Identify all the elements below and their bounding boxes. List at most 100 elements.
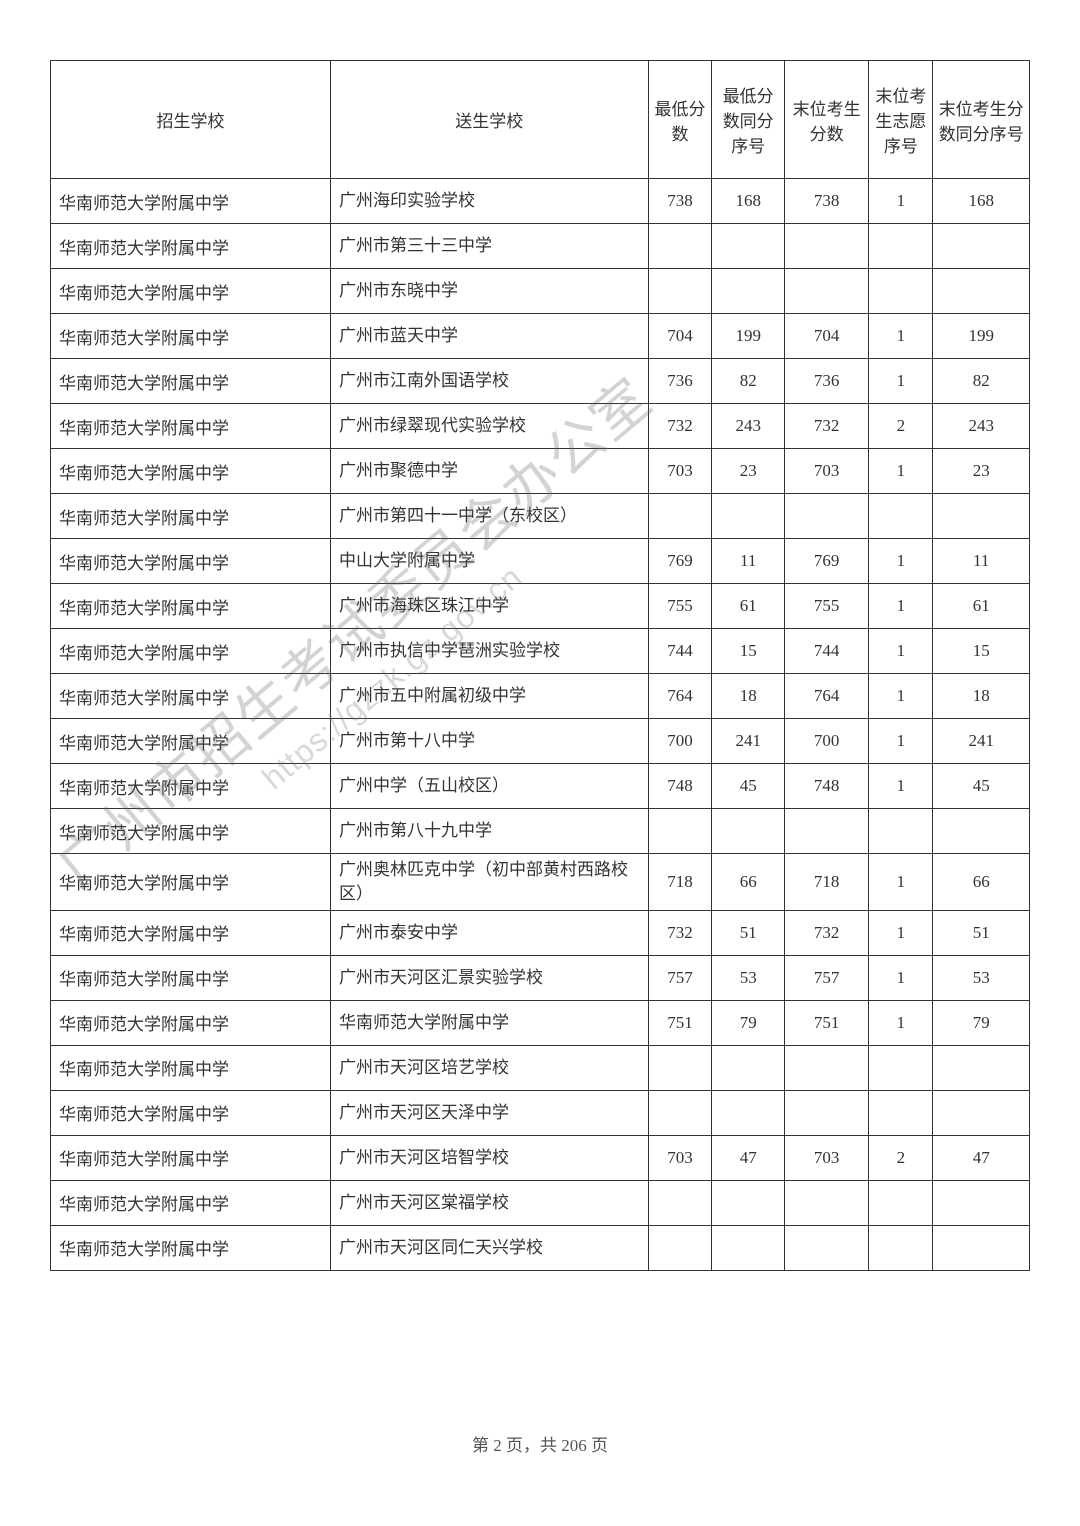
cell-value: 79	[933, 1000, 1030, 1045]
col-header-minscore: 最低分数	[648, 61, 712, 179]
cell-send-school: 广州市聚德中学	[331, 449, 648, 494]
cell-value: 732	[784, 910, 869, 955]
cell-value	[869, 1180, 933, 1225]
cell-value: 744	[648, 629, 712, 674]
cell-value: 751	[648, 1000, 712, 1045]
cell-value	[869, 1090, 933, 1135]
cell-value: 51	[933, 910, 1030, 955]
cell-value	[784, 1090, 869, 1135]
table-row: 华南师范大学附属中学广州市执信中学琶洲实验学校74415744115	[51, 629, 1030, 674]
cell-value	[712, 224, 784, 269]
cell-value: 241	[712, 719, 784, 764]
cell-value	[869, 1225, 933, 1270]
cell-value: 241	[933, 719, 1030, 764]
cell-send-school: 广州市海珠区珠江中学	[331, 584, 648, 629]
cell-enroll-school: 华南师范大学附属中学	[51, 224, 331, 269]
table-row: 华南师范大学附属中学广州市海珠区珠江中学75561755161	[51, 584, 1030, 629]
cell-send-school: 广州市第三十三中学	[331, 224, 648, 269]
table-row: 华南师范大学附属中学广州中学（五山校区）74845748145	[51, 764, 1030, 809]
cell-value: 755	[648, 584, 712, 629]
admissions-table: 招生学校 送生学校 最低分数 最低分数同分序号 末位考生分数 末位考生志愿序号 …	[50, 60, 1030, 1271]
cell-value: 1	[869, 719, 933, 764]
cell-value: 757	[648, 955, 712, 1000]
cell-value: 18	[933, 674, 1030, 719]
table-row: 华南师范大学附属中学广州市天河区棠福学校	[51, 1180, 1030, 1225]
col-header-lastwish: 末位考生志愿序号	[869, 61, 933, 179]
cell-send-school: 广州市泰安中学	[331, 910, 648, 955]
cell-value: 61	[933, 584, 1030, 629]
cell-value: 1	[869, 1000, 933, 1045]
cell-send-school: 广州市天河区培艺学校	[331, 1045, 648, 1090]
cell-value	[933, 269, 1030, 314]
cell-value	[648, 224, 712, 269]
cell-value	[712, 1180, 784, 1225]
cell-value: 1	[869, 449, 933, 494]
cell-value	[933, 809, 1030, 854]
cell-value	[648, 1225, 712, 1270]
table-row: 华南师范大学附属中学华南师范大学附属中学75179751179	[51, 1000, 1030, 1045]
cell-value: 704	[784, 314, 869, 359]
cell-send-school: 广州市江南外国语学校	[331, 359, 648, 404]
cell-enroll-school: 华南师范大学附属中学	[51, 1000, 331, 1045]
cell-value: 199	[933, 314, 1030, 359]
cell-value: 704	[648, 314, 712, 359]
table-row: 华南师范大学附属中学广州市五中附属初级中学76418764118	[51, 674, 1030, 719]
cell-send-school: 广州市第四十一中学（东校区）	[331, 494, 648, 539]
col-header-minscore-seq: 最低分数同分序号	[712, 61, 784, 179]
cell-value	[712, 269, 784, 314]
cell-send-school: 广州市天河区培智学校	[331, 1135, 648, 1180]
table-row: 华南师范大学附属中学广州市天河区培智学校70347703247	[51, 1135, 1030, 1180]
cell-send-school: 广州市第八十九中学	[331, 809, 648, 854]
cell-value: 15	[933, 629, 1030, 674]
cell-value: 82	[933, 359, 1030, 404]
cell-value: 47	[712, 1135, 784, 1180]
cell-enroll-school: 华南师范大学附属中学	[51, 1180, 331, 1225]
cell-value	[933, 1225, 1030, 1270]
cell-value: 748	[784, 764, 869, 809]
cell-enroll-school: 华南师范大学附属中学	[51, 1045, 331, 1090]
cell-enroll-school: 华南师范大学附属中学	[51, 719, 331, 764]
cell-value	[869, 494, 933, 539]
cell-value: 700	[784, 719, 869, 764]
cell-value: 764	[648, 674, 712, 719]
cell-enroll-school: 华南师范大学附属中学	[51, 404, 331, 449]
cell-value: 1	[869, 314, 933, 359]
cell-value: 11	[933, 539, 1030, 584]
table-row: 华南师范大学附属中学广州市天河区同仁天兴学校	[51, 1225, 1030, 1270]
table-row: 华南师范大学附属中学广州市天河区汇景实验学校75753757153	[51, 955, 1030, 1000]
cell-value: 1	[869, 854, 933, 911]
cell-value: 23	[933, 449, 1030, 494]
cell-value: 1	[869, 179, 933, 224]
cell-enroll-school: 华南师范大学附属中学	[51, 314, 331, 359]
cell-value: 23	[712, 449, 784, 494]
cell-value: 15	[712, 629, 784, 674]
cell-value: 703	[648, 1135, 712, 1180]
cell-enroll-school: 华南师范大学附属中学	[51, 539, 331, 584]
cell-value	[712, 809, 784, 854]
cell-send-school: 广州中学（五山校区）	[331, 764, 648, 809]
cell-value	[712, 494, 784, 539]
cell-value: 61	[712, 584, 784, 629]
cell-value: 1	[869, 764, 933, 809]
cell-value: 736	[784, 359, 869, 404]
cell-enroll-school: 华南师范大学附属中学	[51, 179, 331, 224]
cell-value: 764	[784, 674, 869, 719]
cell-value	[648, 494, 712, 539]
cell-enroll-school: 华南师范大学附属中学	[51, 1225, 331, 1270]
cell-send-school: 广州市天河区天泽中学	[331, 1090, 648, 1135]
cell-value: 732	[648, 404, 712, 449]
cell-value: 1	[869, 629, 933, 674]
cell-value	[648, 1180, 712, 1225]
cell-value: 53	[933, 955, 1030, 1000]
cell-value: 732	[648, 910, 712, 955]
page-footer: 第 2 页，共 206 页	[0, 1431, 1080, 1456]
cell-value	[869, 269, 933, 314]
cell-enroll-school: 华南师范大学附属中学	[51, 1090, 331, 1135]
cell-value	[712, 1225, 784, 1270]
table-row: 华南师范大学附属中学中山大学附属中学76911769111	[51, 539, 1030, 584]
cell-value: 700	[648, 719, 712, 764]
cell-value: 47	[933, 1135, 1030, 1180]
cell-enroll-school: 华南师范大学附属中学	[51, 629, 331, 674]
cell-value	[648, 1090, 712, 1135]
cell-send-school: 广州市天河区同仁天兴学校	[331, 1225, 648, 1270]
